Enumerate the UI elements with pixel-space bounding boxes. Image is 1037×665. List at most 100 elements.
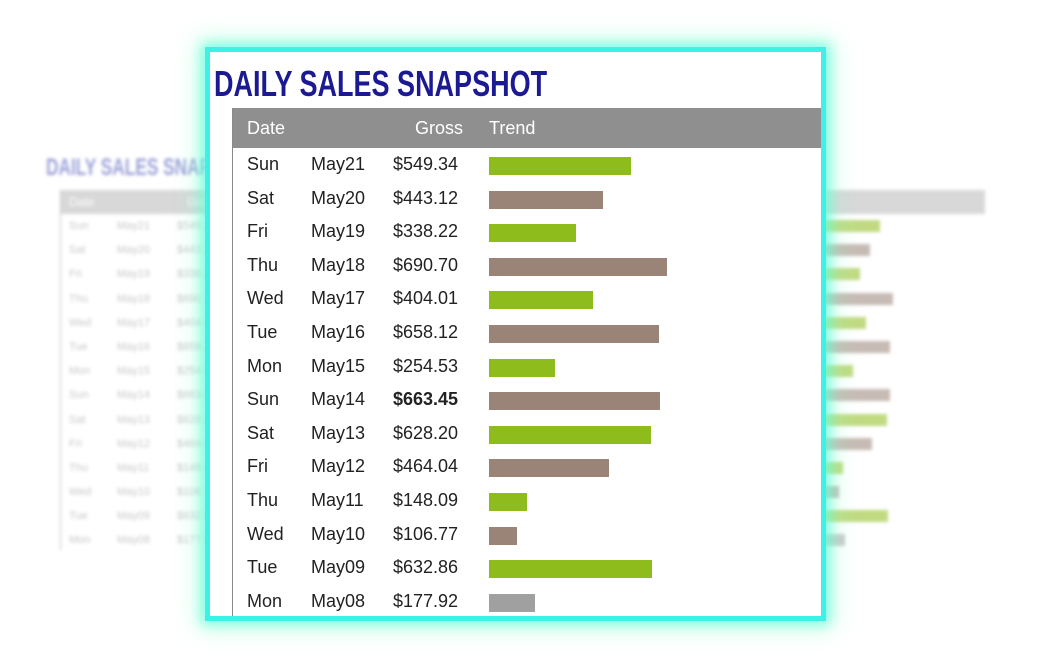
row-date: May08 [311,590,366,611]
background-trend-bar [821,244,870,257]
background-trend-bar [821,316,866,329]
table-row: Mon May15 $254.53 [233,350,821,384]
row-gross: $106.77 [393,523,459,544]
background-trend-bar [821,340,890,353]
background-row-day: Mon [69,534,91,547]
row-date: May21 [311,154,366,174]
row-day: Thu [247,489,279,510]
row-day: Mon [247,590,283,611]
row-gross: $690.70 [393,254,459,275]
row-day: Tue [247,557,278,578]
background-row-day: Sun [69,220,89,232]
table-row: Tue May09 $632.86 [233,551,821,585]
background-row-date: May16 [117,340,151,353]
header-gross: Gross [414,118,463,138]
row-day: Thu [247,254,279,275]
background-row-date: May11 [117,461,150,474]
background-trend-bar [821,220,880,232]
row-gross: $549.34 [393,154,459,174]
table-row: Mon May08 $177.92 [233,585,821,616]
header-date: Date [247,118,286,138]
background-trend-bar [821,268,860,281]
trend-bar [489,526,517,545]
row-day: Tue [247,321,278,342]
background-row-date: May15 [117,365,151,378]
trend-bar [489,392,660,411]
trend-bar [489,190,603,209]
background-row-date: May20 [117,244,151,257]
trend-bar [489,324,659,343]
row-gross: $443.12 [393,187,459,208]
background-row-day: Wed [69,486,92,499]
background-row-day: Sat [69,413,86,426]
row-day: Mon [247,355,283,376]
sales-table: Date Gross Trend Sun May21 $549.34 Sat May20… [232,108,821,616]
table-row: Tue May16 $658.12 [233,316,821,350]
trend-bar [489,224,576,243]
row-date: May20 [311,187,366,208]
row-date: May09 [311,557,366,578]
background-trend-bar [821,389,890,402]
background-row-day: Mon [69,365,91,378]
trend-bar [489,560,652,579]
row-date: May13 [311,422,366,443]
snapshot-panel: DAILY SALES SNAPSHOT Date Gross Trend Su… [205,47,826,621]
background-row-date: May21 [117,220,151,232]
background-row-day: Sat [69,244,86,257]
trend-bar [489,358,555,377]
row-date: May16 [311,321,366,342]
row-date: May15 [311,355,366,376]
table-row: Fri May12 $464.04 [233,450,821,484]
row-date: May19 [311,221,366,242]
background-row-day: Tue [69,340,88,353]
row-day: Fri [247,456,268,477]
trend-bar [489,257,667,276]
row-gross: $148.09 [393,489,459,510]
background-row-day: Fri [69,437,82,450]
background-trend-bar [821,365,853,378]
row-day: Fri [247,221,268,242]
row-gross: $632.86 [393,557,459,578]
background-trend-bar [821,534,845,547]
table-row: Wed May17 $404.01 [233,282,821,316]
row-date: May11 [311,489,364,510]
background-row-day: Thu [69,292,88,305]
background-header-date: Date [69,195,95,209]
row-gross: $254.53 [393,355,459,376]
table-row: Fri May19 $338.22 [233,215,821,249]
row-date: May14 [311,389,366,410]
table-row: Sun May14 $663.45 [233,383,821,417]
table-row: Wed May10 $106.77 [233,518,821,552]
background-row-date: May19 [117,268,151,281]
row-gross: $658.12 [393,321,459,342]
background-row: Sat May13 $628.20 [61,408,985,432]
background-row-date: May08 [117,534,151,547]
background-trend-bar [821,510,888,523]
background-row: Tue May16 $658.12 [61,335,985,359]
background-trend-bar [821,413,887,426]
background-row-date: May18 [117,292,151,305]
table-row: Sat May13 $628.20 [233,417,821,451]
table-row: Sun May21 $549.34 [233,148,821,182]
table-body: Sun May21 $549.34 Sat May20 $443.12 Fri May19 $3… [233,148,821,616]
row-gross: $404.01 [393,288,459,309]
trend-bar [489,459,609,478]
background-row-day: Tue [69,510,88,523]
row-date: May17 [311,288,366,309]
background-row-day: Wed [69,316,92,329]
background-row: Thu May18 $690.70 [61,287,985,311]
background-row-day: Sun [69,389,89,402]
background-trend-bar [821,461,843,474]
row-date: May18 [311,254,366,275]
background-row-date: May12 [117,437,151,450]
row-day: Sat [247,422,275,443]
row-gross: $464.04 [393,456,459,477]
trend-bar [489,593,535,612]
background-trend-bar [821,437,872,450]
row-date: May12 [311,456,366,477]
trend-bar [489,492,527,511]
row-gross: $663.45 [393,389,459,410]
background-row-date: May17 [117,316,151,329]
row-day: Sun [247,154,280,174]
